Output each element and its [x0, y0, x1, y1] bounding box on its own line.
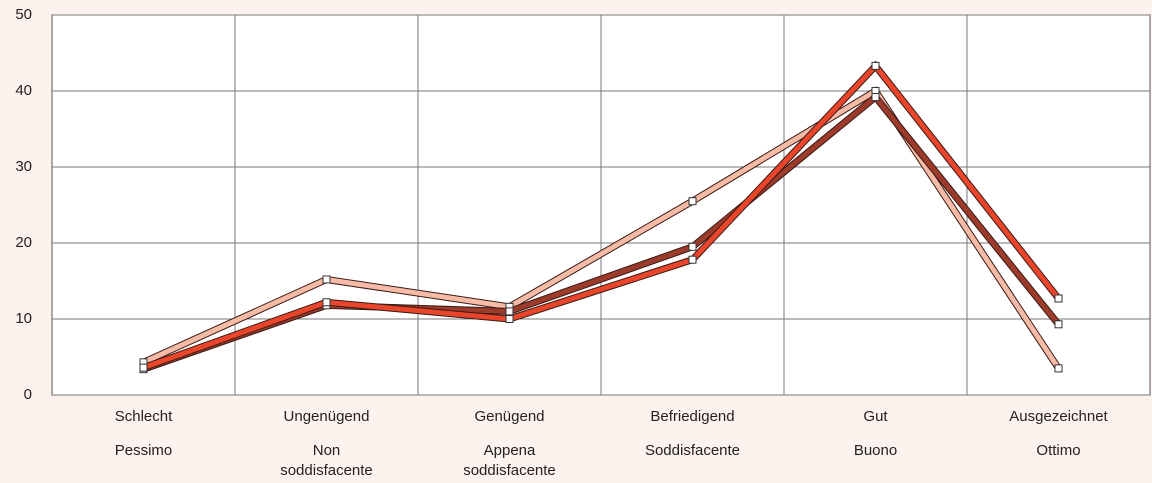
- x-tick-label-italian: Ottimo: [1036, 442, 1081, 459]
- point-marker: [688, 197, 697, 206]
- point-marker: [1054, 294, 1063, 303]
- point-marker: [322, 298, 331, 307]
- x-tick-label: Ausgezeichnet: [1009, 408, 1108, 425]
- x-tick-label-italian: Soddisfacente: [644, 442, 741, 459]
- series-line: [142, 62, 1061, 370]
- x-tick-label-italian: Buono: [853, 442, 898, 459]
- point-marker: [322, 275, 331, 284]
- x-tick-label: Schlecht: [114, 408, 173, 425]
- point-marker: [1054, 364, 1063, 373]
- y-tick-label: 40: [15, 82, 32, 99]
- x-tick-label: Ungenügend: [283, 408, 370, 425]
- x-tick-label: Befriedigend: [650, 408, 735, 425]
- y-tick-label: 50: [15, 6, 32, 23]
- point-marker: [688, 255, 697, 264]
- y-tick-label: 0: [24, 386, 32, 403]
- x-tick-label-italian: Pessimo: [114, 442, 173, 459]
- x-tick-label: Gut: [863, 408, 888, 425]
- y-tick-label: 30: [15, 158, 32, 175]
- point-marker: [688, 242, 697, 251]
- point-marker: [139, 363, 148, 372]
- point-marker: [1054, 320, 1063, 329]
- point-marker: [871, 93, 880, 102]
- point-marker: [871, 61, 880, 70]
- point-marker: [505, 307, 514, 316]
- y-tick-label: 10: [15, 310, 32, 327]
- point-marker: [505, 315, 514, 323]
- x-tick-label: Genügend: [474, 408, 545, 425]
- x-tick-label-italian: Appena soddisfacente: [463, 442, 556, 479]
- x-tick-label-italian: Non soddisfacente: [280, 442, 373, 479]
- y-tick-label: 20: [15, 234, 32, 251]
